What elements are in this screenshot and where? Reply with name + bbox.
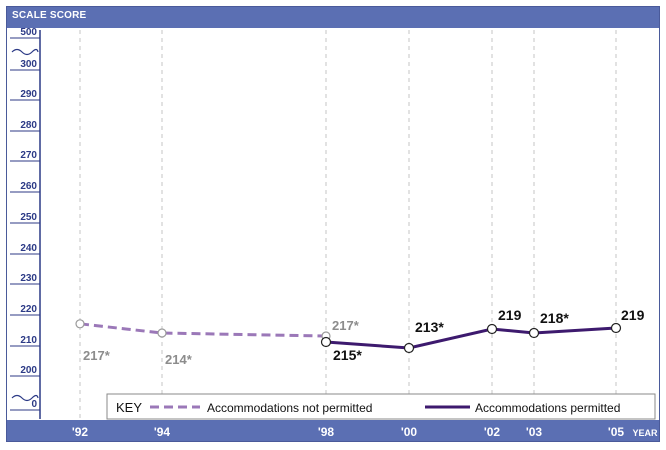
x-tick-label: '98 xyxy=(318,425,335,439)
x-axis-bar xyxy=(6,420,660,442)
data-label-not-permitted: 217* xyxy=(83,348,111,363)
axis-break-low xyxy=(11,394,39,402)
x-tick-label: '05 xyxy=(608,425,625,439)
x-tick-label: '02 xyxy=(484,425,501,439)
y-tick-label: 270 xyxy=(20,150,37,161)
header-bar xyxy=(6,6,660,28)
x-tick-label: '94 xyxy=(154,425,171,439)
y-tick-label: 300 xyxy=(20,59,37,70)
point-permitted xyxy=(610,322,622,334)
data-label-permitted: 218* xyxy=(540,310,569,326)
y-tick-label: 0 xyxy=(31,399,37,410)
x-axis-title: YEAR xyxy=(632,428,658,438)
series-line-permitted xyxy=(325,326,617,350)
point-permitted xyxy=(320,336,332,348)
y-tick-label: 220 xyxy=(20,304,37,315)
y-tick-label: 230 xyxy=(20,273,37,284)
point-permitted xyxy=(403,342,415,354)
x-tick-label: '92 xyxy=(72,425,89,439)
series-line-not-permitted xyxy=(79,322,327,338)
legend-label-permitted: Accommodations permitted xyxy=(475,401,620,415)
data-label-permitted: 219 xyxy=(498,307,522,323)
y-tick-label: 280 xyxy=(20,120,37,131)
data-label-permitted: 215* xyxy=(333,347,362,363)
legend-label-not-permitted: Accommodations not permitted xyxy=(207,401,372,415)
y-tick-label: 290 xyxy=(20,89,37,100)
axis-break-high xyxy=(11,48,39,56)
point-permitted xyxy=(528,327,540,339)
data-label-permitted: 219 xyxy=(621,307,645,323)
y-tick-label: 500 xyxy=(20,27,37,38)
y-tick-label: 210 xyxy=(20,335,37,346)
point-permitted xyxy=(486,323,498,335)
data-label-not-permitted: 217* xyxy=(332,318,360,333)
legend-title: KEY xyxy=(116,400,142,415)
x-tick-label: '03 xyxy=(526,425,543,439)
y-tick-label: 200 xyxy=(20,365,37,376)
x-tick-label: '00 xyxy=(401,425,418,439)
y-tick-label: 240 xyxy=(20,243,37,254)
y-axis-title: SCALE SCORE xyxy=(12,10,87,21)
point-not-permitted xyxy=(157,328,167,338)
data-label-permitted: 213* xyxy=(415,319,444,335)
data-label-not-permitted: 214* xyxy=(165,352,193,367)
y-tick-label: 260 xyxy=(20,181,37,192)
point-not-permitted xyxy=(75,319,85,329)
chart-frame xyxy=(6,6,660,442)
y-tick-label: 250 xyxy=(20,212,37,223)
